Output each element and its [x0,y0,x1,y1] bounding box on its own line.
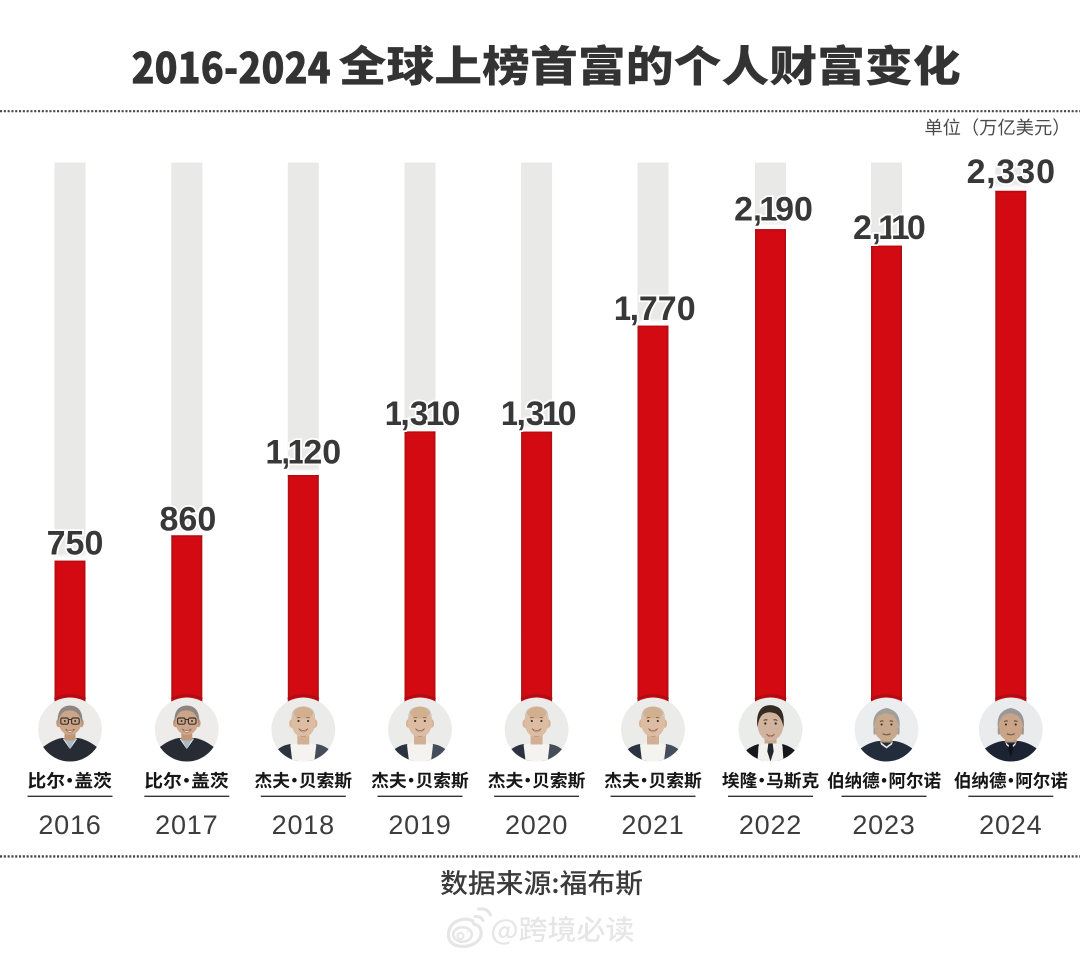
svg-text:1,770: 1,770 [614,290,696,328]
svg-text:2022: 2022 [739,810,802,840]
svg-text:2018: 2018 [272,810,335,840]
svg-text:2016: 2016 [38,810,101,840]
svg-text:2020: 2020 [505,810,568,840]
svg-text:1,120: 1,120 [265,433,341,471]
svg-text:1,310: 1,310 [501,395,577,433]
svg-text:750: 750 [47,524,104,562]
svg-text:2,110: 2,110 [853,209,926,247]
svg-text:2,330: 2,330 [967,153,1055,191]
svg-text:2024: 2024 [979,810,1042,840]
svg-text:2021: 2021 [621,810,684,840]
svg-text:2017: 2017 [155,810,218,840]
svg-text:2019: 2019 [388,810,451,840]
svg-text:2,190: 2,190 [734,190,813,228]
svg-text:860: 860 [160,501,217,539]
svg-text:2023: 2023 [852,810,915,840]
svg-text:1,310: 1,310 [385,395,461,433]
